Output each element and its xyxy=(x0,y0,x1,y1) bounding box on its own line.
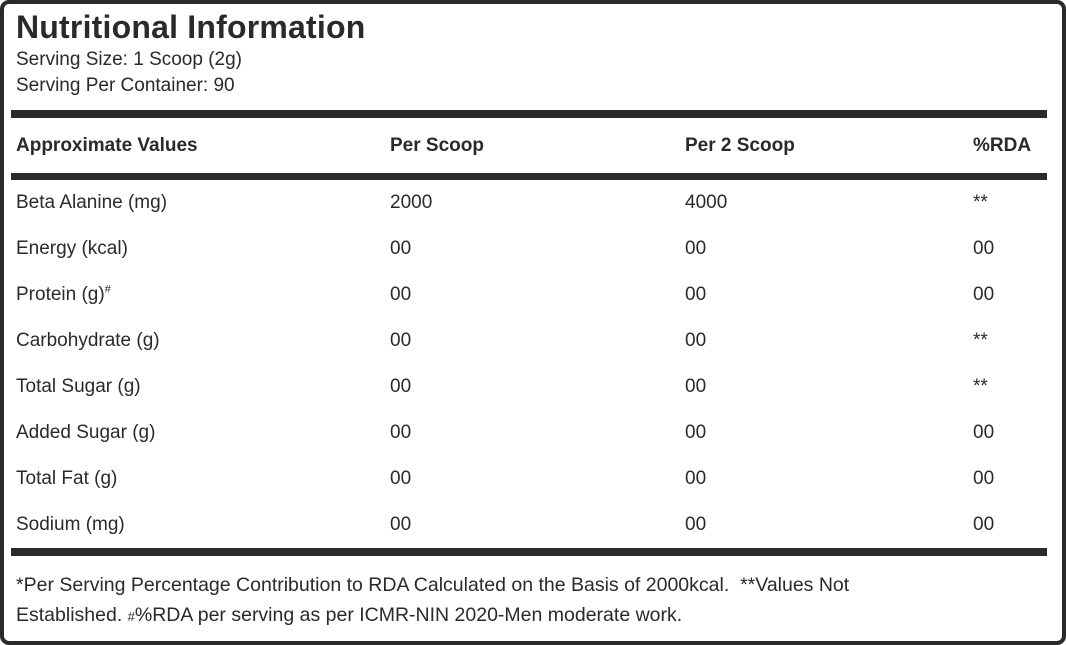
footnote-hash-mark: # xyxy=(127,609,135,624)
row-label: Energy (kcal) xyxy=(16,238,128,259)
table-row: Protein (g)# 00 00 00 xyxy=(4,272,1062,318)
row-per-2-scoop-value: 00 xyxy=(685,330,707,351)
row-rda-value: 00 xyxy=(973,284,995,305)
footnote-line1: *Per Serving Percentage Contribution to … xyxy=(16,574,850,596)
column-header-per-2-scoop: Per 2 Scoop xyxy=(685,134,795,156)
row-label: Sodium (mg) xyxy=(16,514,125,535)
table-body: Beta Alanine (mg) 2000 4000 ** Energy (k… xyxy=(4,180,1062,548)
table-row: Added Sugar (g) 00 00 00 xyxy=(4,410,1062,456)
row-per-2-scoop-value: 00 xyxy=(685,514,707,535)
footnote-line2-rest: %RDA per serving as per ICMR-NIN 2020-Me… xyxy=(134,604,683,626)
table-row: Carbohydrate (g) 00 00 ** xyxy=(4,318,1062,364)
divider-header-bar xyxy=(11,173,1047,180)
row-per-scoop-value: 00 xyxy=(390,284,412,305)
divider-bottom-bar xyxy=(11,548,1047,556)
row-per-scoop-value: 2000 xyxy=(390,192,433,213)
row-label: Added Sugar (g) xyxy=(16,422,156,443)
table-row: Total Fat (g) 00 00 00 xyxy=(4,456,1062,502)
table-header-row: Approximate Values Per Scoop Per 2 Scoop… xyxy=(4,118,1062,173)
row-rda-value: ** xyxy=(973,330,988,351)
footnote: *Per Serving Percentage Contribution to … xyxy=(4,556,1062,632)
row-rda-value: 00 xyxy=(973,422,995,443)
row-rda-value: ** xyxy=(973,192,988,213)
table-row: Energy (kcal) 00 00 00 xyxy=(4,226,1062,272)
column-header-approximate-values: Approximate Values xyxy=(16,134,198,156)
row-rda-value: 00 xyxy=(973,468,995,489)
row-rda-value: ** xyxy=(973,376,988,397)
row-rda-value: 00 xyxy=(973,514,995,535)
row-label: Protein (g)# xyxy=(16,283,111,305)
serving-size-text: Serving Size: 1 Scoop (2g) xyxy=(16,49,243,70)
row-per-scoop-value: 00 xyxy=(390,330,412,351)
table-row: Beta Alanine (mg) 2000 4000 ** xyxy=(4,180,1062,226)
row-per-2-scoop-value: 00 xyxy=(685,238,707,259)
row-per-2-scoop-value: 00 xyxy=(685,422,707,443)
row-per-scoop-value: 00 xyxy=(390,514,412,535)
divider-top-bar xyxy=(11,110,1047,118)
row-per-scoop-value: 00 xyxy=(390,468,412,489)
row-label: Total Fat (g) xyxy=(16,468,118,489)
row-rda-value: 00 xyxy=(973,238,995,259)
table-row: Sodium (mg) 00 00 00 xyxy=(4,502,1062,548)
column-header-per-scoop: Per Scoop xyxy=(390,134,484,156)
row-label: Total Sugar (g) xyxy=(16,376,141,397)
row-per-scoop-value: 00 xyxy=(390,376,412,397)
row-per-2-scoop-value: 00 xyxy=(685,468,707,489)
serving-per-container-text: Serving Per Container: 90 xyxy=(16,75,235,96)
row-per-2-scoop-value: 00 xyxy=(685,376,707,397)
row-label: Beta Alanine (mg) xyxy=(16,192,168,213)
table-row: Total Sugar (g) 00 00 ** xyxy=(4,364,1062,410)
row-label-superscript: # xyxy=(104,283,111,296)
row-per-scoop-value: 00 xyxy=(390,422,412,443)
column-header-rda: %RDA xyxy=(973,134,1032,156)
page-title: Nutritional Information xyxy=(16,9,366,45)
row-per-2-scoop-value: 4000 xyxy=(685,192,728,213)
row-per-2-scoop-value: 00 xyxy=(685,284,707,305)
footnote-line2-prefix: Established. xyxy=(16,604,128,626)
row-per-scoop-value: 00 xyxy=(390,238,412,259)
row-label: Carbohydrate (g) xyxy=(16,330,160,351)
